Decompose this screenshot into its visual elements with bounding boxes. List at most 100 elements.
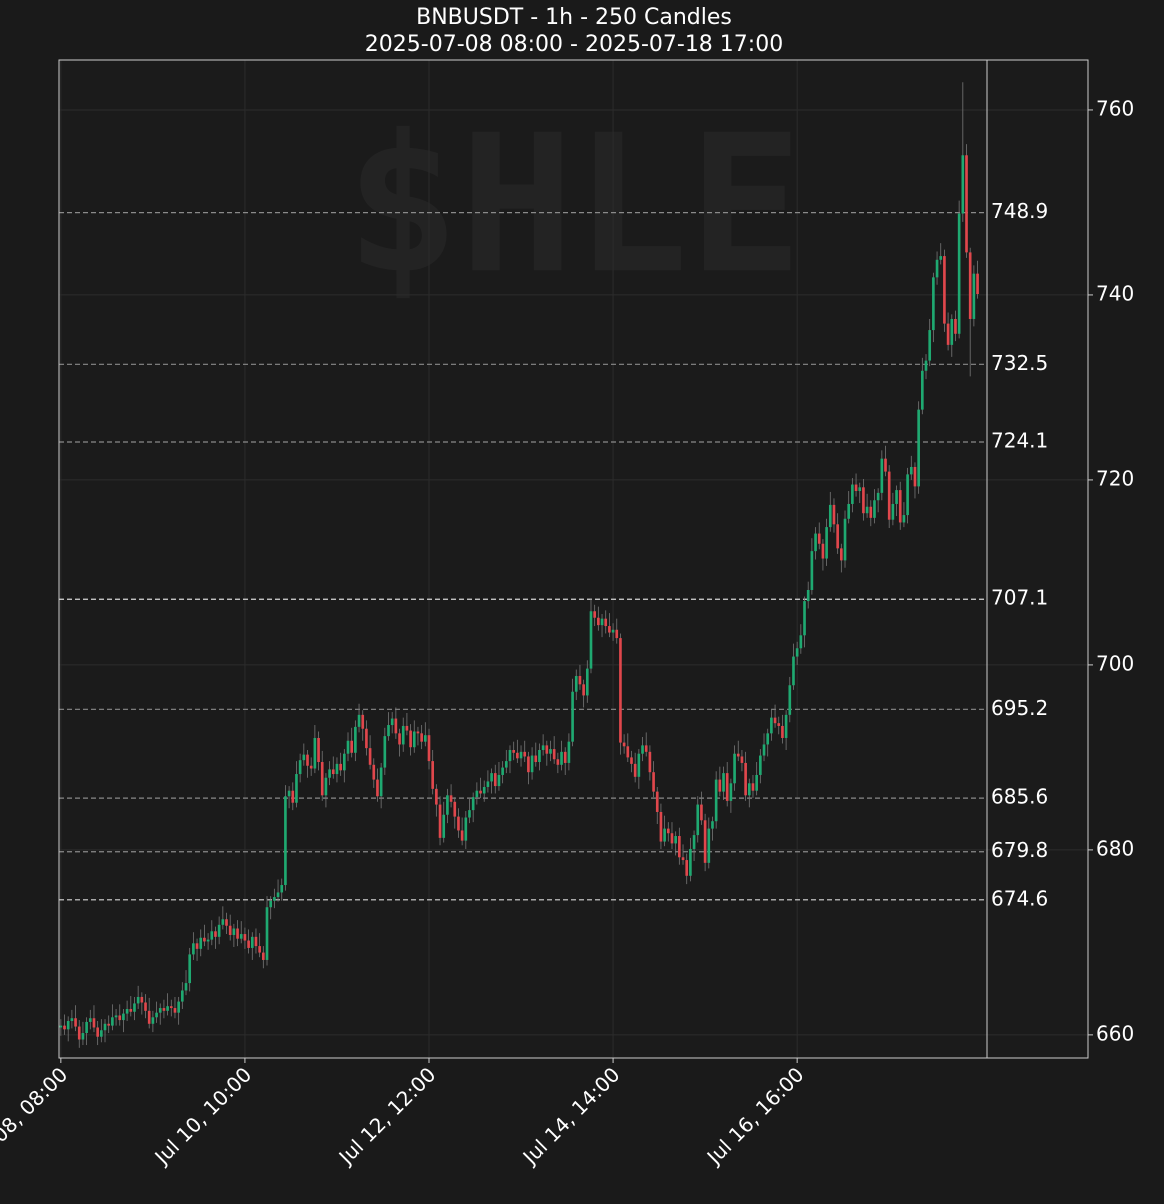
candle-body	[847, 503, 851, 519]
chart-subtitle: 2025-07-08 08:00 - 2025-07-18 17:00	[365, 32, 783, 57]
candle-body	[766, 733, 770, 745]
candle-body	[111, 1017, 114, 1026]
candle-body	[361, 714, 365, 729]
candle-body	[545, 745, 549, 754]
candle-body	[935, 259, 939, 278]
candle-body	[247, 940, 250, 948]
candle-body	[460, 830, 464, 841]
candle-body	[556, 759, 560, 765]
candle-body	[107, 1023, 111, 1026]
candle-body	[236, 928, 239, 939]
candle-body	[906, 474, 909, 516]
candle-body	[670, 833, 674, 844]
candle-body	[538, 749, 541, 763]
candle-body	[173, 1008, 177, 1013]
candle-body	[228, 925, 232, 935]
level-label: 695.2	[991, 696, 1048, 720]
candle-body	[884, 458, 887, 472]
candle-body	[287, 790, 291, 797]
candle-body	[449, 795, 453, 802]
candle-body	[810, 551, 814, 590]
candle-body	[692, 835, 696, 849]
level-label: 679.8	[991, 838, 1048, 862]
candle-body	[541, 745, 545, 750]
candle-body	[843, 518, 847, 561]
candle-body	[714, 779, 718, 822]
candle-body	[427, 735, 431, 762]
candle-body	[700, 804, 703, 821]
candle-body	[736, 753, 740, 757]
candle-body	[795, 648, 799, 657]
y-tick-label: 740	[1096, 281, 1134, 305]
candle-body	[898, 490, 902, 523]
candle-body	[276, 892, 280, 898]
candle-body	[464, 817, 468, 841]
candle-body	[442, 814, 446, 838]
y-tick-label: 720	[1096, 466, 1134, 490]
candle-body	[376, 779, 379, 797]
candle-body	[560, 751, 563, 765]
candle-body	[88, 1018, 92, 1022]
candle-body	[759, 755, 762, 775]
candle-body	[600, 618, 604, 626]
candle-body	[221, 919, 225, 925]
candle-body	[405, 725, 409, 731]
candle-body	[155, 1012, 158, 1018]
candle-body	[435, 788, 438, 805]
candle-body	[379, 767, 383, 797]
candle-body	[493, 773, 497, 787]
candle-body	[118, 1015, 122, 1021]
candle-body	[350, 740, 354, 753]
candle-body	[490, 773, 493, 782]
candle-body	[722, 773, 725, 792]
candle-body	[740, 756, 744, 763]
candle-body	[398, 733, 401, 745]
candle-body	[254, 936, 258, 947]
candle-body	[475, 790, 479, 798]
level-label: 748.9	[991, 199, 1048, 223]
plot-area	[59, 60, 1088, 1058]
candle-body	[136, 996, 140, 1004]
candle-body	[784, 714, 788, 738]
y-tick-label: 660	[1096, 1021, 1134, 1045]
candle-body	[401, 725, 405, 745]
candle-body	[534, 755, 538, 763]
candle-body	[365, 728, 368, 749]
candle-body	[504, 761, 508, 768]
candle-body	[648, 751, 652, 773]
candle-body	[92, 1018, 96, 1028]
candle-body	[96, 1027, 99, 1037]
candle-body	[258, 946, 261, 953]
candle-body	[678, 836, 681, 858]
candle-body	[390, 718, 394, 726]
level-label: 674.6	[991, 886, 1048, 910]
candle-body	[387, 725, 390, 737]
candle-body	[177, 1001, 180, 1013]
candle-body	[269, 900, 273, 908]
candle-body	[762, 744, 766, 756]
candle-body	[125, 1008, 129, 1014]
candle-body	[851, 484, 854, 504]
candle-body	[162, 1008, 166, 1011]
level-label: 724.1	[991, 428, 1048, 452]
candle-body	[342, 753, 346, 771]
candle-body	[608, 626, 611, 633]
candle-body	[169, 1006, 173, 1009]
candle-body	[972, 273, 976, 319]
candle-body	[939, 256, 943, 260]
candle-body	[873, 500, 876, 518]
candle-body	[630, 757, 633, 764]
candle-body	[806, 589, 810, 602]
y-tick-label: 760	[1096, 96, 1134, 120]
candle-body	[928, 330, 932, 361]
candle-body	[217, 924, 221, 937]
candle-body	[924, 360, 928, 371]
candle-body	[508, 749, 512, 762]
candle-body	[744, 762, 747, 796]
candle-body	[626, 746, 630, 758]
candle-body	[420, 733, 423, 742]
candle-body	[703, 820, 707, 863]
candle-body	[66, 1021, 70, 1030]
candle-body	[516, 752, 519, 759]
candle-body	[457, 816, 460, 831]
